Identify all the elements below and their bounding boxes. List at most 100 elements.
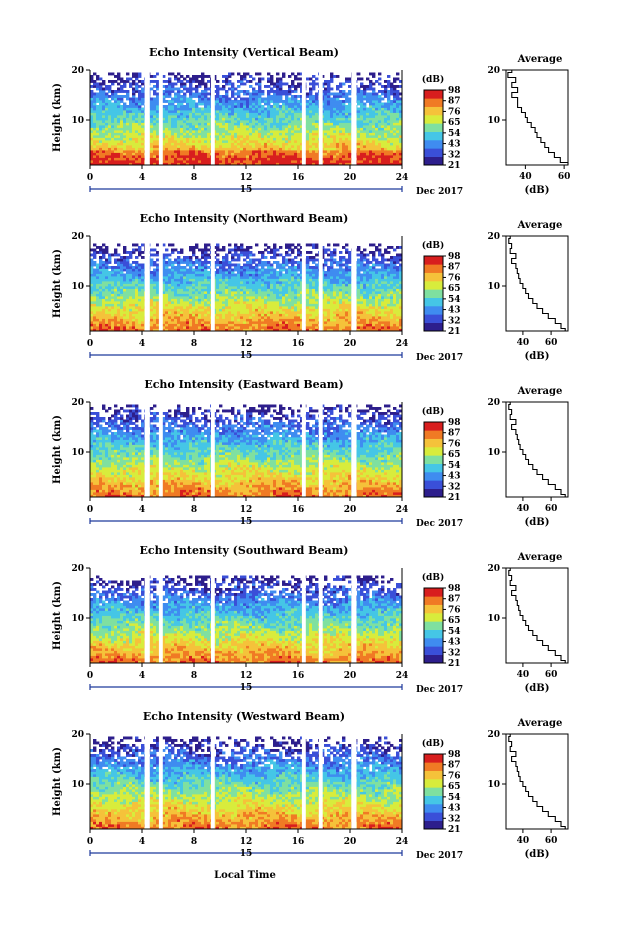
heatmap-cell xyxy=(216,90,220,93)
heatmap-cell xyxy=(132,276,136,279)
heatmap-cell xyxy=(105,132,109,136)
heatmap-cell xyxy=(207,261,211,264)
heatmap-cell xyxy=(165,150,169,153)
heatmap-cell xyxy=(249,95,253,98)
heatmap-cell xyxy=(96,318,100,322)
heatmap-cell xyxy=(255,102,259,106)
heatmap-cell xyxy=(222,313,226,317)
heatmap-cell xyxy=(135,127,139,131)
heatmap-cell xyxy=(195,90,199,93)
heatmap-cell xyxy=(117,137,121,141)
heatmap-cell xyxy=(345,132,349,136)
heatmap-cell xyxy=(234,92,238,96)
heatmap-cell xyxy=(165,313,169,317)
heatmap-cell xyxy=(132,155,136,158)
heatmap-cell xyxy=(252,90,256,93)
heatmap-cell xyxy=(267,102,271,106)
heatmap-cell xyxy=(393,135,397,138)
heatmap-cell xyxy=(117,318,121,322)
heatmap-cell xyxy=(189,150,193,153)
heatmap-cell xyxy=(231,145,235,148)
heatmap-cell xyxy=(258,150,262,153)
heatmap-cell xyxy=(375,137,379,141)
heatmap-cell xyxy=(102,92,106,96)
heatmap-cell xyxy=(177,90,181,93)
heatmap-cell xyxy=(330,75,334,78)
heatmap-cell xyxy=(222,155,226,158)
heatmap-cell xyxy=(105,97,109,101)
heatmap-cell xyxy=(312,125,316,128)
heatmap-cell xyxy=(345,155,349,158)
heatmap-cell xyxy=(120,80,124,83)
heatmap-cell xyxy=(177,296,181,299)
heatmap-cell xyxy=(120,261,124,264)
heatmap-cell xyxy=(300,132,304,136)
heatmap-cell xyxy=(111,137,115,141)
heatmap-cell xyxy=(90,77,94,81)
heatmap-cell xyxy=(192,253,196,257)
heatmap-cell xyxy=(135,286,139,289)
heatmap-cell xyxy=(183,155,187,158)
heatmap-cell xyxy=(339,150,343,153)
heatmap-cell xyxy=(114,127,118,131)
heatmap-cell xyxy=(171,261,175,264)
heatmap-cell xyxy=(180,135,184,138)
heatmap-cell xyxy=(198,145,202,148)
heatmap-cell xyxy=(165,117,169,121)
heatmap-cell xyxy=(189,313,193,317)
heatmap-cell xyxy=(111,271,115,274)
heatmap-cell xyxy=(228,263,232,267)
heatmap-cell xyxy=(264,162,268,166)
heatmap-cell xyxy=(102,112,106,116)
heatmap-cell xyxy=(228,102,232,106)
heatmap-cell xyxy=(198,258,202,262)
heatmap-cell xyxy=(237,253,241,257)
heatmap-cell xyxy=(252,145,256,148)
heatmap-cell xyxy=(132,107,136,111)
heatmap-cell xyxy=(222,145,226,148)
heatmap-cell xyxy=(162,130,166,133)
heatmap-cell xyxy=(153,328,157,332)
heatmap-cell xyxy=(390,102,394,106)
heatmap-cell xyxy=(255,120,259,123)
heatmap-cell xyxy=(135,77,139,81)
heatmap-cell xyxy=(195,276,199,279)
heatmap-cell xyxy=(288,85,292,88)
heatmap-cell xyxy=(321,75,325,78)
heatmap-cell xyxy=(156,263,160,267)
heatmap-cell xyxy=(171,115,175,118)
heatmap-cell xyxy=(231,135,235,138)
heatmap-cell xyxy=(387,112,391,116)
heatmap-cell xyxy=(225,301,229,304)
heatmap-cell xyxy=(300,137,304,141)
heatmap-cell xyxy=(219,326,223,329)
heatmap-cell xyxy=(105,152,109,156)
heatmap-cell xyxy=(153,127,157,131)
heatmap-cell xyxy=(246,130,250,133)
heatmap-cell xyxy=(192,127,196,131)
heatmap-cell xyxy=(393,125,397,128)
heatmap-cell xyxy=(381,97,385,101)
heatmap-cell xyxy=(240,90,244,93)
heatmap-cell xyxy=(105,127,109,131)
heatmap-cell xyxy=(255,97,259,101)
heatmap-cell xyxy=(207,256,211,259)
heatmap-cell xyxy=(177,261,181,264)
heatmap-cell xyxy=(219,248,223,252)
heatmap-cell xyxy=(189,261,193,264)
heatmap-cell xyxy=(315,130,319,133)
heatmap-cell xyxy=(168,90,172,93)
heatmap-cell xyxy=(126,92,130,96)
heatmap-cell xyxy=(177,160,181,163)
heatmap-cell xyxy=(141,291,145,294)
heatmap-cell xyxy=(384,125,388,128)
heatmap-cell xyxy=(186,316,190,319)
heatmap-cell xyxy=(312,82,316,86)
heatmap-cell xyxy=(285,82,289,86)
heatmap-cell xyxy=(258,82,262,86)
heatmap-cell xyxy=(189,271,193,274)
heatmap-cell xyxy=(186,115,190,118)
heatmap-cell xyxy=(309,127,313,131)
heatmap-cell xyxy=(111,313,115,317)
heatmap-cell xyxy=(195,157,199,161)
